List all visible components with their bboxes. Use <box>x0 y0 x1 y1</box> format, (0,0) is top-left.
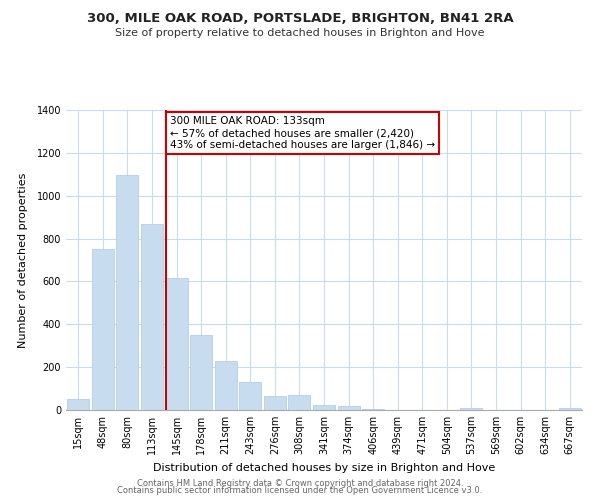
Text: 300 MILE OAK ROAD: 133sqm
← 57% of detached houses are smaller (2,420)
43% of se: 300 MILE OAK ROAD: 133sqm ← 57% of detac… <box>170 116 435 150</box>
X-axis label: Distribution of detached houses by size in Brighton and Hove: Distribution of detached houses by size … <box>153 462 495 472</box>
Bar <box>289 395 310 410</box>
Text: Size of property relative to detached houses in Brighton and Hove: Size of property relative to detached ho… <box>115 28 485 38</box>
Text: 300, MILE OAK ROAD, PORTSLADE, BRIGHTON, BN41 2RA: 300, MILE OAK ROAD, PORTSLADE, BRIGHTON,… <box>86 12 514 26</box>
Bar <box>92 250 114 410</box>
Text: Contains public sector information licensed under the Open Government Licence v3: Contains public sector information licen… <box>118 486 482 495</box>
Bar <box>264 396 286 410</box>
Text: Contains HM Land Registry data © Crown copyright and database right 2024.: Contains HM Land Registry data © Crown c… <box>137 478 463 488</box>
Y-axis label: Number of detached properties: Number of detached properties <box>18 172 28 348</box>
Bar <box>239 382 262 410</box>
Bar <box>141 224 163 410</box>
Bar <box>559 408 581 410</box>
Bar <box>67 400 89 410</box>
Bar <box>362 409 384 410</box>
Bar <box>313 404 335 410</box>
Bar <box>215 361 237 410</box>
Bar <box>460 408 482 410</box>
Bar <box>338 406 359 410</box>
Bar <box>190 335 212 410</box>
Bar <box>116 176 139 410</box>
Bar <box>166 278 188 410</box>
